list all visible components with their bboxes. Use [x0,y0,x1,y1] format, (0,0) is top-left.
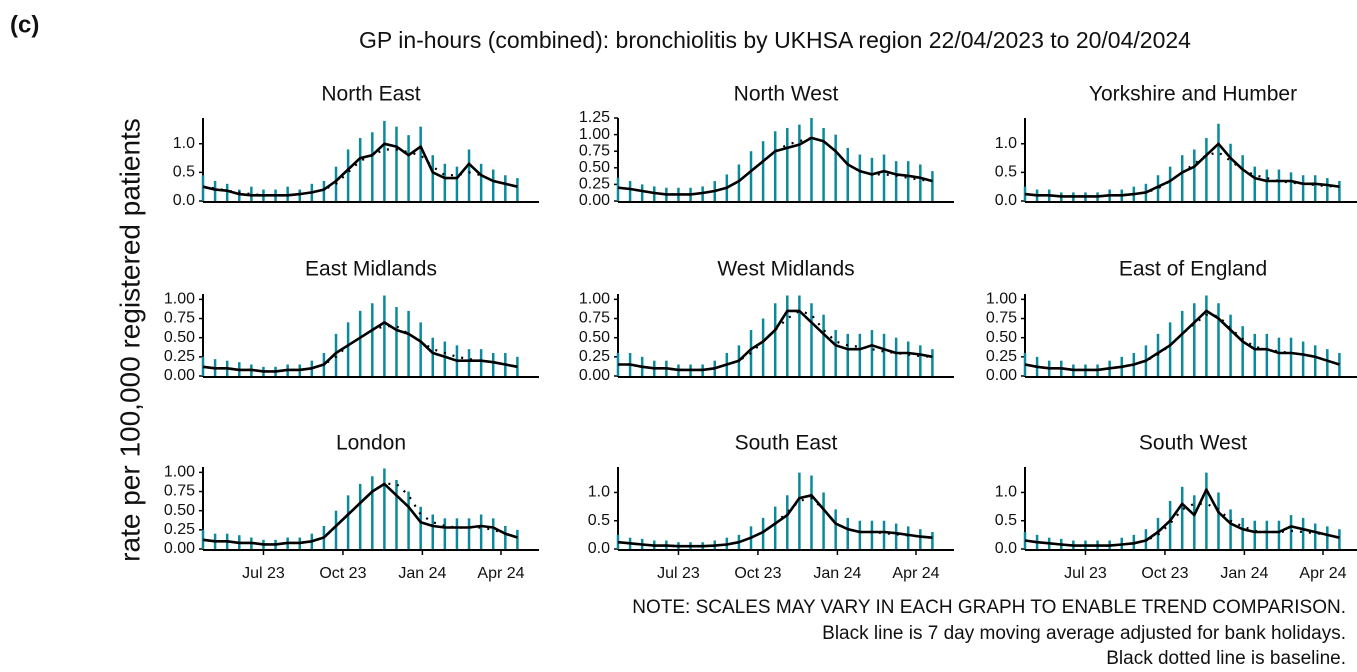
x-tick-label: Apr 24 [477,565,524,582]
y-tick-label: 0.5 [995,512,1017,529]
moving-average [202,321,518,373]
moving-average [617,136,933,196]
y-tick-label: 1.00 [579,126,610,143]
y-tick-label: 0.75 [986,310,1017,327]
y-tick-label: 1.00 [579,291,610,308]
x-tick-label: Jul 23 [657,565,700,582]
panel-title: North West [734,83,839,106]
y-tick-label: 0.25 [164,348,195,365]
y-tick-label: 1.0 [995,135,1017,152]
panel-title: London [336,432,406,455]
y-tick-label: 0.00 [164,367,195,384]
y-tick-label: 0.50 [579,159,610,176]
panel-title: South West [1139,432,1247,455]
x-tick-label: Jan 24 [1220,565,1268,582]
moving-average [1024,488,1340,547]
x-tick-label: Oct 23 [1141,565,1188,582]
y-tick-label: 0.00 [579,192,610,209]
panel-label: (c) [10,11,39,38]
x-tick-label: Apr 24 [892,565,939,582]
y-tick-label: 1.00 [164,291,195,308]
y-tick-label: 0.25 [986,348,1017,365]
panel-title: East of England [1119,258,1267,281]
y-tick-label: 0.00 [164,540,195,557]
x-tick-label: Jul 23 [1064,565,1107,582]
y-tick-label: 0.00 [986,367,1017,384]
y-tick-label: 0.5 [995,164,1017,181]
note: Black line is 7 day moving average adjus… [822,623,1346,644]
x-tick-label: Oct 23 [319,565,366,582]
y-tick-label: 0.0 [995,192,1017,209]
y-tick-label: 0.50 [164,502,195,519]
x-tick-label: Jul 23 [242,565,285,582]
y-tick-label: 0.25 [164,521,195,538]
moving-average [202,142,518,197]
y-tick-label: 0.50 [986,329,1017,346]
x-tick-label: Jan 24 [398,565,446,582]
panel-title: Yorkshire and Humber [1089,83,1297,106]
y-tick-label: 0.25 [579,348,610,365]
baseline [617,497,933,548]
y-tick-label: 0.00 [579,367,610,384]
y-tick-label: 0.50 [164,329,195,346]
moving-average [1024,309,1340,372]
panel-title: West Midlands [717,258,854,281]
note: NOTE: SCALES MAY VARY IN EACH GRAPH TO E… [632,597,1346,618]
y-axis-label: rate per 100,000 registered patients [114,118,145,562]
y-tick-label: 1.0 [995,484,1017,501]
y-tick-label: 0.0 [995,540,1017,557]
y-tick-label: 0.75 [579,310,610,327]
y-tick-label: 1.25 [579,109,610,126]
y-tick-label: 1.0 [588,484,610,501]
baseline [1024,151,1340,198]
panel-title: South East [735,432,838,455]
y-tick-label: 0.5 [588,512,610,529]
y-tick-label: 0.75 [164,483,195,500]
y-tick-label: 1.0 [173,135,195,152]
chart-title: GP in-hours (combined): bronchiolitis by… [359,27,1191,53]
x-tick-label: Oct 23 [734,565,781,582]
moving-average [618,309,933,372]
y-tick-label: 1.00 [164,464,195,481]
baseline [202,482,518,546]
y-tick-label: 0.50 [579,329,610,346]
y-tick-label: 0.75 [579,142,610,159]
panel-title: East Midlands [305,258,437,281]
y-tick-label: 0.5 [173,164,195,181]
x-tick-label: Jan 24 [813,565,861,582]
y-tick-label: 0.0 [173,192,195,209]
y-tick-label: 0.0 [588,540,610,557]
y-tick-label: 0.25 [579,176,610,193]
x-tick-label: Apr 24 [1299,565,1346,582]
note: Black dotted line is baseline. [1106,648,1346,669]
y-tick-label: 0.75 [164,310,195,327]
y-tick-label: 1.00 [986,291,1017,308]
panel-title: North East [321,83,420,106]
